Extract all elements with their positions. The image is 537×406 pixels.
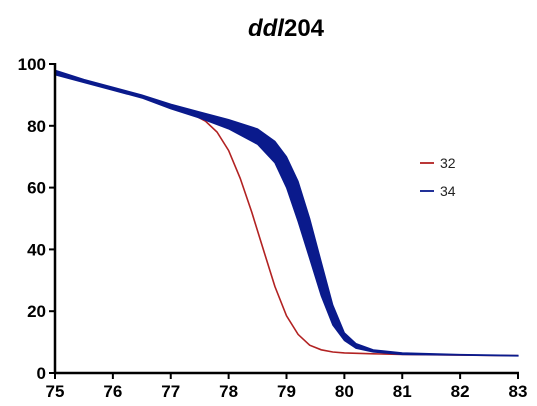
chart-title-rest: 204 (284, 15, 325, 42)
legend-label-32: 32 (440, 155, 456, 171)
legend: 32 34 (420, 155, 456, 199)
y-tick-label: 20 (27, 302, 46, 321)
y-tick-label: 100 (18, 55, 46, 74)
x-tick-label: 82 (451, 382, 470, 401)
y-tick-label: 40 (27, 240, 46, 259)
series-34-band (54, 69, 519, 357)
x-axis-ticks: 75 76 77 78 79 80 81 82 83 (46, 373, 528, 401)
x-tick-label: 79 (277, 382, 296, 401)
x-tick-label: 75 (46, 382, 65, 401)
series-layer (54, 69, 519, 357)
x-tick-label: 78 (219, 382, 238, 401)
y-axis-ticks: 0 20 40 60 80 100 (18, 55, 55, 383)
x-tick-label: 77 (161, 382, 180, 401)
y-tick-label: 60 (27, 179, 46, 198)
x-tick-label: 76 (103, 382, 122, 401)
chart-title-italic: ddl (248, 15, 285, 42)
x-tick-label: 80 (335, 382, 354, 401)
chart-title: ddl204 (248, 15, 325, 42)
x-tick-label: 83 (509, 382, 528, 401)
y-tick-label: 0 (37, 364, 46, 383)
series-32-line (54, 70, 519, 357)
y-tick-label: 80 (27, 117, 46, 136)
x-tick-label: 81 (393, 382, 412, 401)
legend-label-34: 34 (440, 183, 456, 199)
